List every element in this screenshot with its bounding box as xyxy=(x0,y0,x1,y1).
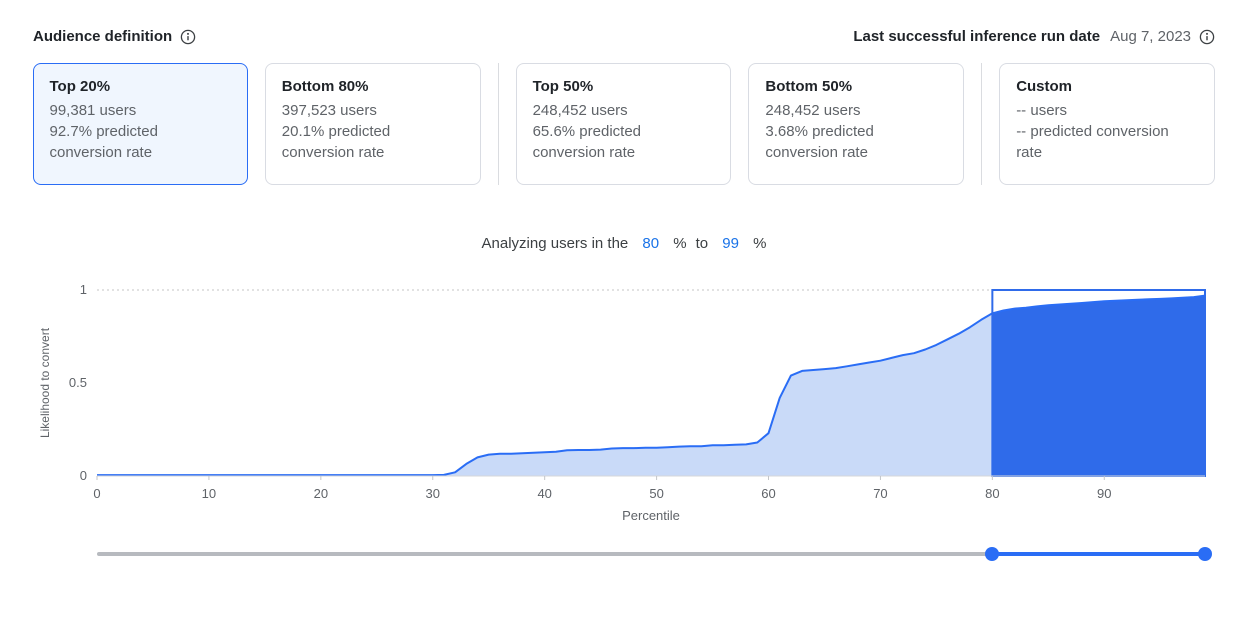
audience-card-bottom-80[interactable]: Bottom 80% 397,523 users 20.1% predicted… xyxy=(264,63,481,185)
card-rate: 3.68% predicted conversion rate xyxy=(765,123,874,161)
audience-card-bottom-50[interactable]: Bottom 50% 248,452 users 3.68% predicted… xyxy=(748,63,965,185)
card-rate: 65.6% predicted conversion rate xyxy=(532,123,641,161)
x-tick-label: 70 xyxy=(873,486,887,501)
y-tick-label: 0 xyxy=(80,468,87,483)
area-selected xyxy=(992,295,1205,476)
card-rate: 20.1% predicted conversion rate xyxy=(281,123,391,161)
header-right: Last successful inference run date Aug 7… xyxy=(853,28,1215,45)
analyze-prefix: Analyzing users in the xyxy=(481,235,629,252)
slider-selected-range[interactable] xyxy=(992,552,1205,556)
slider-handle-end[interactable] xyxy=(1198,547,1212,561)
card-users: -- users xyxy=(1016,102,1068,119)
last-run-info-icon[interactable] xyxy=(1199,29,1215,45)
card-rate: -- predicted conversion rate xyxy=(1016,123,1169,161)
page-title: Audience definition xyxy=(33,28,173,45)
card-users: 248,452 users xyxy=(532,102,628,119)
percent-sign: % xyxy=(753,235,767,252)
analyze-to: to xyxy=(695,235,709,252)
card-users: 99,381 users xyxy=(49,101,137,119)
likelihood-chart: 0 10 20 30 40 50 60 70 80 90 0 0.5 1 Percentile Likeli… xyxy=(38,282,1206,523)
x-tick-label: 40 xyxy=(537,486,551,501)
card-title: Custom xyxy=(1016,78,1073,95)
card-title: Top 20% xyxy=(49,77,111,95)
y-axis-label: Likelihood to convert xyxy=(38,327,52,438)
likelihood-curve xyxy=(97,294,1206,477)
header-left: Audience definition xyxy=(33,28,196,45)
x-tick-label: 50 xyxy=(649,486,663,501)
card-title: Bottom 80% xyxy=(281,78,369,95)
analyze-sentence: Analyzing users in the % to % xyxy=(33,235,1215,252)
x-tick-label: 20 xyxy=(314,486,328,501)
x-tick-label: 90 xyxy=(1097,486,1111,501)
percentile-range-slider[interactable] xyxy=(33,546,1215,562)
y-tick-label: 1 xyxy=(80,282,87,297)
audience-card-top-20[interactable]: Top 20% 99,381 users 92.7% predicted con… xyxy=(33,63,248,185)
audience-cards-row: Top 20% 99,381 users 92.7% predicted con… xyxy=(33,63,1215,185)
audience-definition-panel: Audience definition Last successful infe… xyxy=(33,28,1215,562)
slider-handle-start[interactable] xyxy=(985,547,1000,561)
card-rate: 92.7% predicted conversion rate xyxy=(49,122,158,161)
last-run-date: Aug 7, 2023 xyxy=(1110,28,1191,45)
audience-definition-info-icon[interactable] xyxy=(180,29,196,45)
card-group-divider xyxy=(981,63,983,185)
x-axis-label: Percentile xyxy=(622,508,680,523)
percentile-start-input[interactable] xyxy=(637,235,665,252)
audience-card-custom[interactable]: Custom -- users -- predicted conversion … xyxy=(999,63,1215,185)
percentile-end-input[interactable] xyxy=(717,235,745,252)
x-tick-label: 60 xyxy=(761,486,775,501)
last-run-label: Last successful inference run date xyxy=(853,28,1101,45)
x-tick-label: 80 xyxy=(985,486,999,501)
x-tick-label: 10 xyxy=(202,486,216,501)
y-tick-label: 0.5 xyxy=(69,375,87,390)
card-title: Bottom 50% xyxy=(765,78,853,95)
x-tick-label: 0 xyxy=(93,486,100,501)
x-tick-label: 30 xyxy=(426,486,440,501)
percent-sign: % xyxy=(673,235,687,252)
header: Audience definition Last successful infe… xyxy=(33,28,1215,45)
card-users: 397,523 users xyxy=(281,102,377,119)
card-title: Top 50% xyxy=(532,78,594,95)
slider-track[interactable] xyxy=(97,552,1205,556)
card-users: 248,452 users xyxy=(765,102,861,119)
card-group-divider xyxy=(497,63,499,185)
area-unselected xyxy=(97,313,993,476)
audience-card-top-50[interactable]: Top 50% 248,452 users 65.6% predicted co… xyxy=(515,63,732,185)
